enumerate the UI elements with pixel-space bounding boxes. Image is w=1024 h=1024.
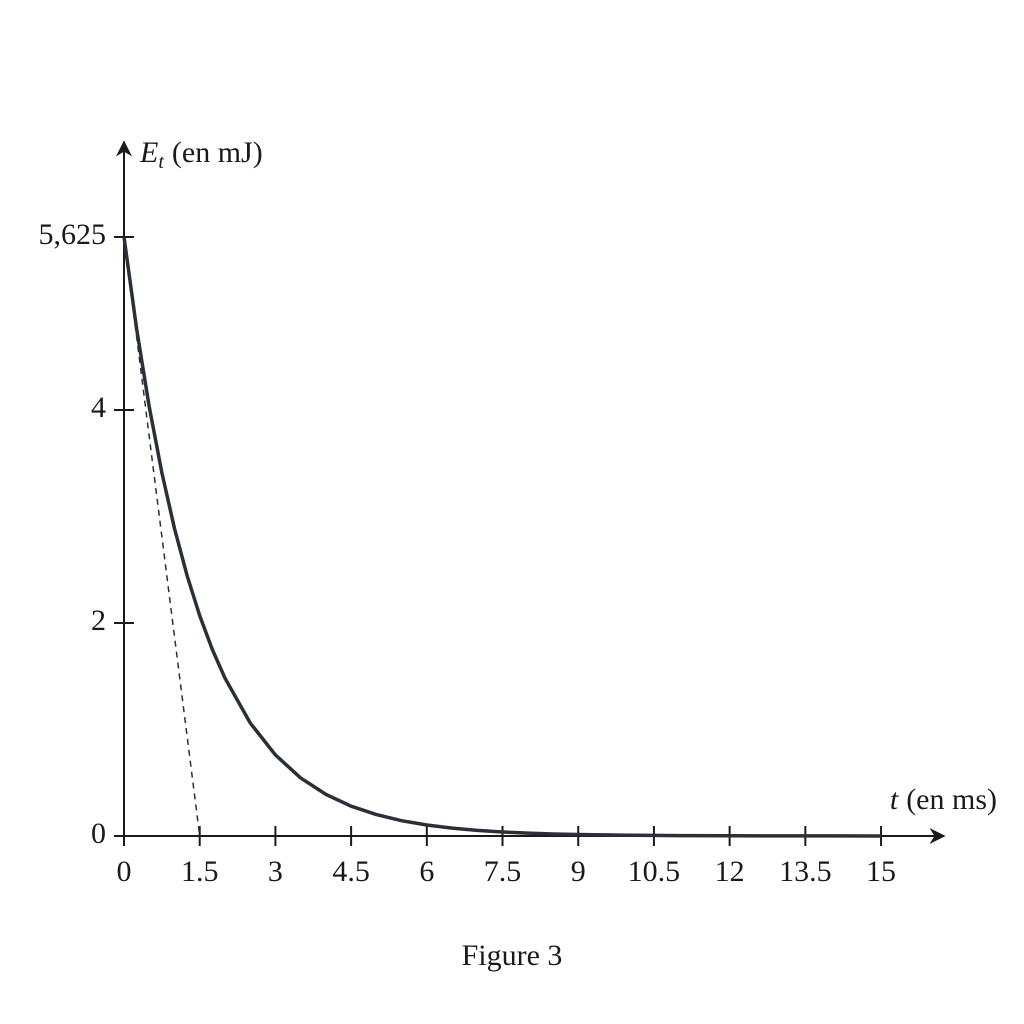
x-tick-label: 7.5	[484, 855, 522, 888]
x-tick-label: 15	[866, 855, 896, 888]
x-tick-label: 13.5	[779, 855, 832, 888]
x-tick-label: 10.5	[628, 855, 681, 888]
y-axis-label: Et (en mJ)	[139, 136, 263, 173]
curve	[122, 236, 882, 838]
caption: Figure 3	[462, 939, 563, 972]
x-tick-label: 6	[419, 855, 434, 888]
y-symbol: E	[139, 136, 158, 169]
y-unit: (en mJ)	[172, 136, 263, 169]
x-symbol: t	[890, 783, 899, 816]
y-tick-label: 4	[91, 391, 106, 424]
x-tick-label: 12	[715, 855, 745, 888]
x-tick-label: 0	[117, 855, 132, 888]
y-tick-label: 0	[91, 817, 106, 850]
x-tick-label: 1.5	[181, 855, 219, 888]
x-unit: (en ms)	[906, 783, 997, 816]
x-tick-label: 3	[268, 855, 283, 888]
y-subscript: t	[158, 151, 164, 173]
tangent-line	[123, 236, 201, 837]
x-axis-label: t (en ms)	[890, 783, 997, 816]
y-tick-label: 2	[91, 604, 106, 637]
x-tick-label: 9	[571, 855, 586, 888]
x-tick-label: 4.5	[332, 855, 370, 888]
y-tick-label: 5,625	[39, 218, 107, 251]
